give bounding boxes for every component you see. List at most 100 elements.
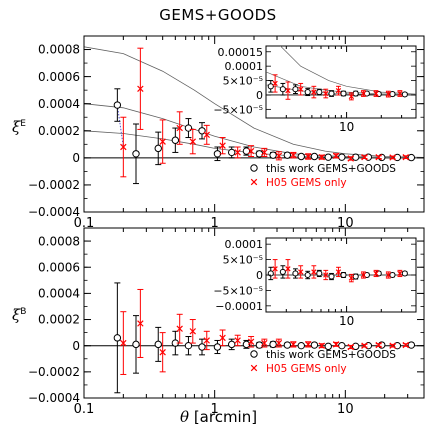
top-ylabel-symbol: ξ xyxy=(12,118,21,136)
top-panel-point-cross xyxy=(361,153,368,161)
top-panel-legend-marker-cross xyxy=(250,178,258,186)
top-panel-point-cross xyxy=(176,124,183,132)
top-panel-ytick-label: 0.0002 xyxy=(38,124,80,138)
top-panel-inset-model-curve xyxy=(279,46,416,95)
bottom-panel-point-circle xyxy=(393,341,402,350)
bottom-panel-point-circle xyxy=(227,340,236,349)
bottom-panel-legend-marker-cross xyxy=(250,364,258,372)
bottom-panel-point-circle xyxy=(297,341,305,350)
top-panel-point-circle xyxy=(184,124,193,132)
top-panel-ytick-label: 0.0006 xyxy=(38,70,80,84)
top-panel-inset-point-circle xyxy=(279,86,286,93)
bottom-panel-inset-point-cross xyxy=(285,266,291,272)
top-panel-point-circle xyxy=(171,136,180,144)
bottom-panel-ytick-label: 0.0004 xyxy=(38,287,80,301)
bottom-panel-ytick-label: −0.0002 xyxy=(28,365,80,379)
bottom-panel-inset-point-cross xyxy=(397,270,403,277)
x-axis-label: θ [arcmin] xyxy=(180,408,257,426)
bottom-panel-point-circle xyxy=(338,341,346,350)
top-panel-plot-area xyxy=(84,46,424,185)
top-panel-point-cross xyxy=(347,155,354,162)
top-panel-xtick-label: 0.1 xyxy=(74,216,95,231)
top-panel-point-cross xyxy=(318,153,325,161)
top-panel-point-cross xyxy=(261,149,268,156)
top-panel-point-circle xyxy=(407,153,416,162)
bottom-panel-legend-label: H05 GEMS only xyxy=(266,363,347,375)
bottom-panel-point-circle xyxy=(184,341,193,350)
bottom-panel-point-cross xyxy=(203,337,210,344)
bottom-panel-point-cross xyxy=(389,342,396,349)
top-panel-point-cross xyxy=(290,151,297,159)
bottom-panel-plot-area xyxy=(84,282,424,394)
bottom-panel-ytick-label: 0 xyxy=(72,339,80,353)
top-panel-point-circle xyxy=(324,153,332,161)
top-panel-inset-area xyxy=(266,46,416,101)
top-panel-ytick-label: 0 xyxy=(72,151,80,165)
bottom-panel-inset-xtick-label: 10 xyxy=(339,314,354,328)
top-panel-inset-ytick-label: 0.00015 xyxy=(218,46,264,59)
top-panel-point-circle xyxy=(297,152,305,161)
top-panel-point-circle xyxy=(338,153,346,161)
top-panel-inset-point-cross xyxy=(360,90,367,97)
top-panel-inset-point-cross xyxy=(311,89,317,95)
top-panel-link-line xyxy=(116,104,124,148)
bottom-panel-inset-point-circle xyxy=(375,270,382,277)
top-panel-inset-point-cross xyxy=(348,93,355,100)
bottom-panel-inset-point-circle xyxy=(352,273,359,280)
bottom-panel-inset-point-cross xyxy=(335,269,342,275)
bottom-panel-ytick-label: 0.0002 xyxy=(38,313,80,327)
top-panel-point-cross xyxy=(234,149,241,156)
bottom-panel-ytick-label: 0.0006 xyxy=(38,260,80,274)
bottom-panel-point-cross xyxy=(234,337,241,344)
bottom-panel-inset-point-cross xyxy=(272,266,278,272)
top-panel-inset-point-circle xyxy=(328,90,335,97)
top-panel-legend-label: H05 GEMS only xyxy=(266,177,347,189)
top-ylabel-superscript: E xyxy=(20,119,26,129)
bottom-ylabel: ξB xyxy=(12,306,26,324)
top-panel-inset-ytick-label: 0 xyxy=(256,89,263,102)
bottom-panel-inset-point-circle xyxy=(328,273,335,280)
top-ylabel: ξE xyxy=(12,118,26,136)
top-panel-inset-point-cross xyxy=(385,91,391,97)
bottom-ylabel-symbol: ξ xyxy=(12,306,21,324)
top-panel-point-cross xyxy=(120,143,127,151)
bottom-panel-point-cross xyxy=(275,339,283,347)
top-panel-point-circle xyxy=(393,153,402,162)
top-panel-inset-point-circle xyxy=(389,91,396,98)
x-axis-label-unit: [arcmin] xyxy=(193,408,258,426)
top-panel-inset-point-circle xyxy=(316,89,323,96)
top-panel-legend-marker-circle xyxy=(250,164,258,172)
top-panel-model-curve xyxy=(84,46,424,158)
bottom-panel-inset-point-circle xyxy=(292,270,299,277)
top-panel-inset-point-circle xyxy=(267,83,274,90)
top-panel-ytick-label: 0.0004 xyxy=(38,97,80,111)
bottom-panel-point-cross xyxy=(261,339,268,347)
top-panel-xtick-label: 10 xyxy=(337,216,354,231)
bottom-panel-point-circle xyxy=(113,334,122,342)
top-panel-inset-point-cross xyxy=(323,90,329,97)
top-panel-point-circle xyxy=(269,151,277,159)
top-panel-point-cross xyxy=(137,85,144,93)
top-panel-inset-ytick-label: −5×10⁻⁵ xyxy=(213,103,263,116)
top-panel-point-circle xyxy=(242,147,251,155)
bottom-panel-legend-label: this work GEMS+GOODS xyxy=(266,349,396,361)
top-panel-point-cross xyxy=(389,154,396,161)
bottom-panel-point-circle xyxy=(310,341,319,349)
bottom-panel-point-cross xyxy=(290,341,297,348)
top-panel-legend-label: this work GEMS+GOODS xyxy=(266,163,396,175)
bottom-panel-inset-point-circle xyxy=(279,268,286,275)
top-panel-point-cross xyxy=(189,138,197,145)
top-panel-point-circle xyxy=(227,148,236,157)
top-panel-inset-xtick-label: 10 xyxy=(339,120,354,134)
top-panel-inset-point-circle xyxy=(340,90,347,97)
bottom-panel-point-circle xyxy=(198,343,206,351)
top-panel-inset-point-circle xyxy=(352,90,359,97)
bottom-panel-xtick-label: 10 xyxy=(337,402,354,417)
bottom-panel-ytick-label: −0.0004 xyxy=(28,391,80,405)
bottom-panel-inset-point-circle xyxy=(304,271,311,279)
bottom-panel-point-circle xyxy=(269,340,277,349)
top-panel-point-cross xyxy=(304,153,312,160)
bottom-panel-point-circle xyxy=(213,343,222,351)
bottom-panel-point-circle xyxy=(154,340,162,349)
